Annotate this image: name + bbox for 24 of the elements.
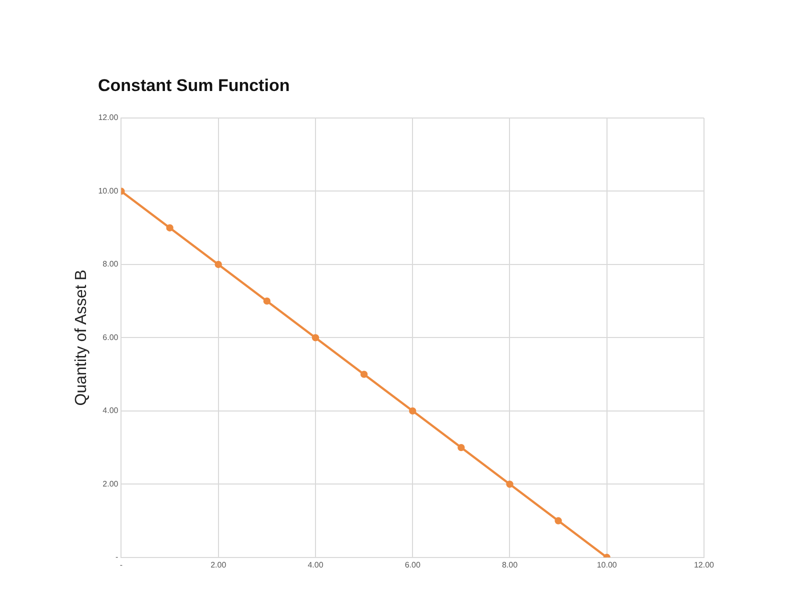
y-tick-label: - [116, 552, 119, 562]
point [554, 517, 562, 524]
x-tick-label: 2.00 [210, 560, 227, 570]
x-tick-label: 12.00 [694, 560, 715, 570]
point [312, 334, 320, 342]
y-tick-label: 6.00 [102, 332, 119, 342]
point [458, 444, 465, 452]
point [263, 297, 271, 305]
y-tick-label: 10.00 [98, 186, 119, 196]
x-tick-label: 4.00 [308, 560, 324, 570]
x-tick-label: 6.00 [404, 560, 421, 570]
point [409, 407, 416, 415]
point [214, 260, 222, 268]
y-tick-label: 2.00 [102, 479, 119, 488]
point [360, 370, 368, 378]
y-tick-label: 12.00 [98, 113, 119, 122]
x-tick-label: 10.00 [596, 560, 618, 570]
y-axis-title: Quantity of Asset B [73, 270, 90, 406]
chart-title: Constant Sum Function [98, 76, 290, 96]
x-tick-label: 8.00 [502, 560, 518, 570]
point [506, 480, 514, 488]
point [166, 224, 174, 232]
y-tick-label: 4.00 [102, 406, 119, 416]
y-tick-label: 8.00 [102, 260, 119, 269]
